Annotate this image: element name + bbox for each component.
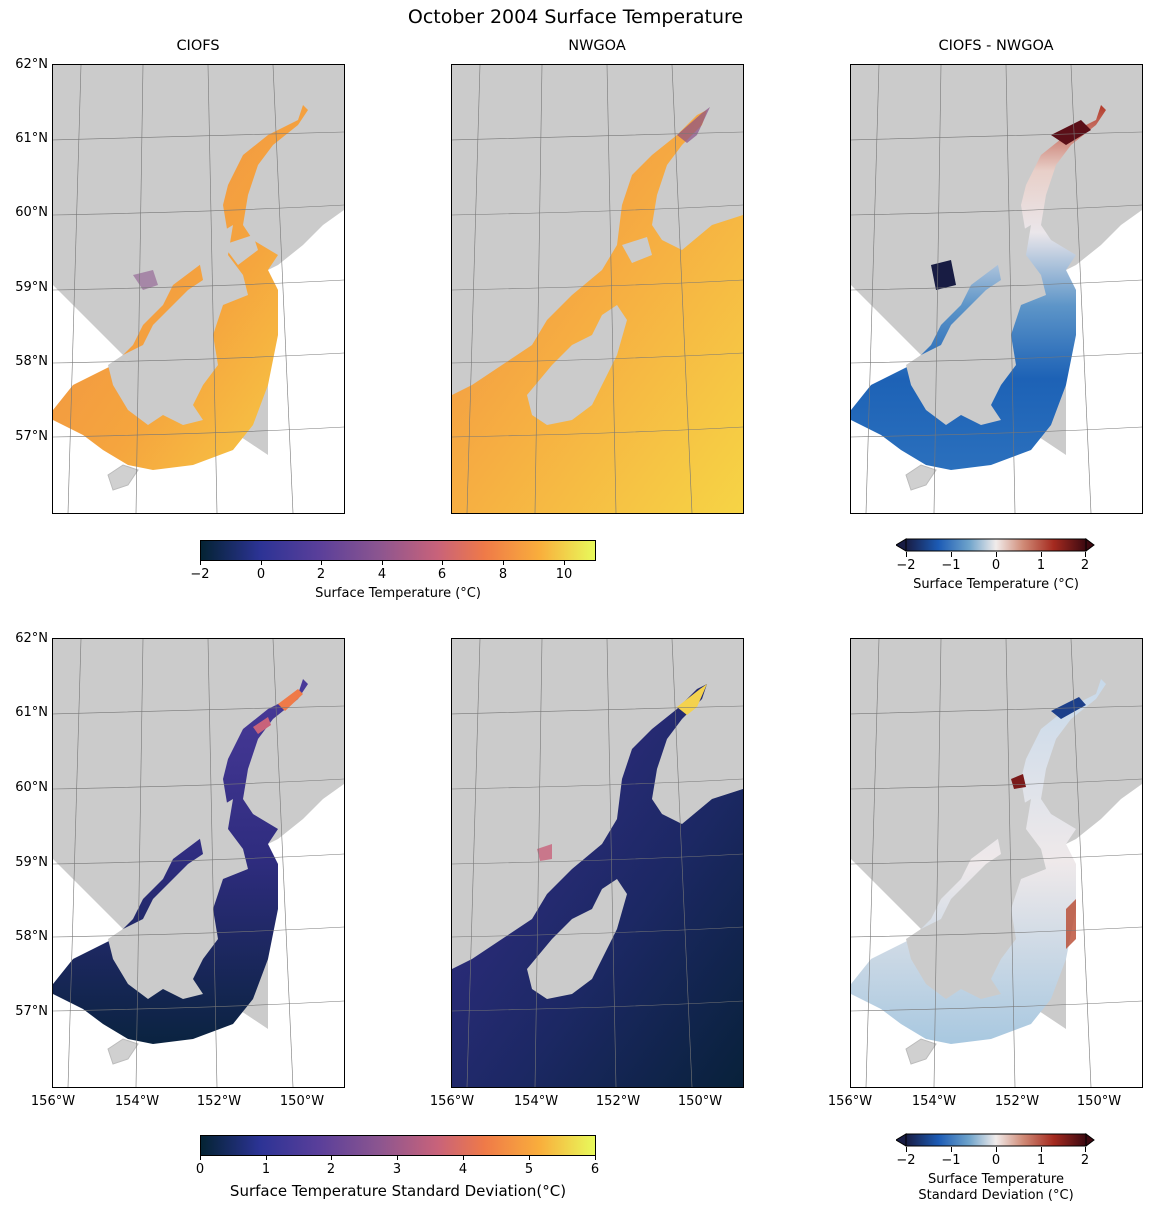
- colorbar-stddev-difference-tick: 1: [1036, 1153, 1046, 1168]
- colorbar-stddev-tick: 6: [590, 1162, 600, 1177]
- colorbar-stddev-difference-tick: −1: [941, 1153, 961, 1168]
- panel-title-difference: CIOFS - NWGOA: [938, 38, 1054, 54]
- lat-label-58: 58°N: [15, 354, 48, 369]
- lat-label-57: 57°N: [15, 429, 48, 444]
- colorbar-temperature-tick: 0: [256, 567, 266, 582]
- colorbar-stddev-tick: 1: [261, 1162, 271, 1177]
- figure-title: October 2004 Surface Temperature: [407, 6, 744, 28]
- map-nwgoa-temperature: [451, 64, 744, 514]
- colorbar-stddev-difference-label-line2: Standard Deviation (°C): [918, 1188, 1074, 1203]
- colorbar-difference-tick: −2: [896, 558, 916, 573]
- lon-label-156: 156°W: [827, 1094, 873, 1109]
- colorbar-temperature-difference: [896, 538, 1095, 552]
- lat-label-62: 62°N: [15, 631, 48, 646]
- lon-label-150: 150°W: [1076, 1094, 1122, 1109]
- colorbar-difference-tick: 1: [1036, 558, 1046, 573]
- panel-title-ciofs: CIOFS: [176, 38, 220, 54]
- colorbar-temperature-tick: 8: [498, 567, 508, 582]
- colorbar-temperature: [200, 540, 596, 561]
- lon-label-150: 150°W: [279, 1094, 325, 1109]
- colorbar-difference-tick: 2: [1080, 558, 1090, 573]
- colorbar-stddev-difference-label-line1: Surface Temperature: [927, 1172, 1064, 1187]
- map-nwgoa-stddev: [451, 638, 744, 1088]
- colorbar-stddev-difference-tick: −2: [896, 1153, 916, 1168]
- map-ciofs-stddev: [52, 638, 345, 1088]
- lon-label-152: 152°W: [595, 1094, 641, 1109]
- colorbar-temperature-tick: 4: [377, 567, 387, 582]
- colorbar-difference-label: Surface Temperature (°C): [913, 577, 1079, 592]
- lon-label-152: 152°W: [196, 1094, 242, 1109]
- colorbar-stddev-tick: 4: [458, 1162, 468, 1177]
- colorbar-stddev-difference-tick: 2: [1080, 1153, 1090, 1168]
- map-difference-stddev: [850, 638, 1143, 1088]
- colorbar-temperature-tick: −2: [190, 567, 210, 582]
- lon-label-150: 150°W: [677, 1094, 723, 1109]
- map-difference-temperature: [850, 64, 1143, 514]
- colorbar-stddev-difference: [896, 1133, 1095, 1147]
- map-ciofs-temperature: [52, 64, 345, 514]
- colorbar-stddev-tick: 0: [195, 1162, 205, 1177]
- colorbar-difference-tick: 0: [991, 558, 1001, 573]
- lat-label-59: 59°N: [15, 855, 48, 870]
- colorbar-temperature-tick: 2: [316, 567, 326, 582]
- lon-label-154: 154°W: [513, 1094, 559, 1109]
- lon-label-156: 156°W: [429, 1094, 475, 1109]
- panel-title-nwgoa: NWGOA: [568, 38, 626, 54]
- lon-label-154: 154°W: [114, 1094, 160, 1109]
- colorbar-stddev: [200, 1135, 596, 1156]
- colorbar-temperature-tick: 10: [555, 567, 573, 582]
- lat-label-61: 61°N: [15, 705, 48, 720]
- colorbar-difference-tick: −1: [941, 558, 961, 573]
- colorbar-temperature-tick: 6: [437, 567, 447, 582]
- colorbar-stddev-tick: 5: [524, 1162, 534, 1177]
- colorbar-stddev-label: Surface Temperature Standard Deviation(°…: [229, 1182, 567, 1200]
- lon-label-154: 154°W: [911, 1094, 957, 1109]
- lon-label-152: 152°W: [994, 1094, 1040, 1109]
- colorbar-stddev-difference-tick: 0: [991, 1153, 1001, 1168]
- colorbar-temperature-label: Surface Temperature (°C): [315, 586, 481, 601]
- colorbar-stddev-tick: 2: [326, 1162, 336, 1177]
- lat-label-58: 58°N: [15, 929, 48, 944]
- colorbar-stddev-tick: 3: [392, 1162, 402, 1177]
- lat-label-61: 61°N: [15, 131, 48, 146]
- lat-label-59: 59°N: [15, 280, 48, 295]
- lat-label-60: 60°N: [15, 780, 48, 795]
- lat-label-62: 62°N: [15, 57, 48, 72]
- lat-label-60: 60°N: [15, 205, 48, 220]
- lon-label-156: 156°W: [30, 1094, 76, 1109]
- lat-label-57: 57°N: [15, 1004, 48, 1019]
